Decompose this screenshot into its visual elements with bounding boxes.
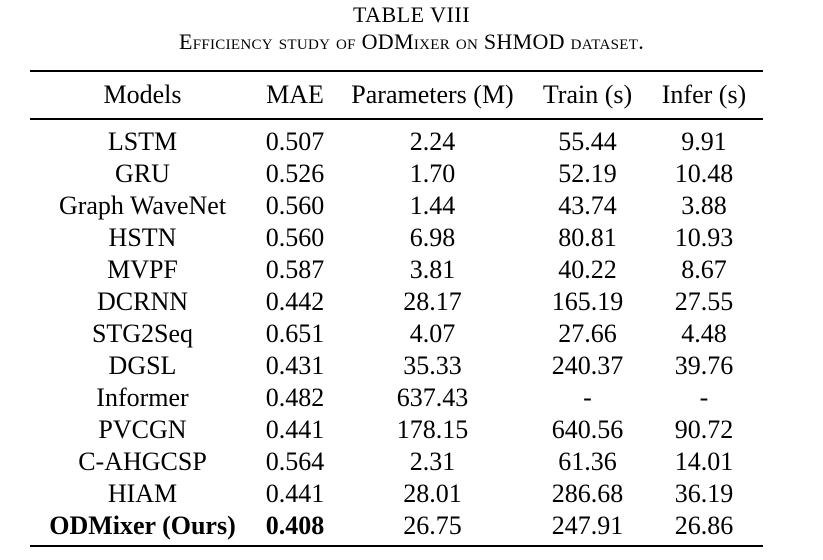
cell-train: 80.81 (558, 223, 617, 252)
cell-model: Informer (96, 383, 189, 412)
cell-infer: - (699, 383, 709, 412)
cell-model: HIAM (107, 479, 178, 508)
cell-model: PVCGN (98, 415, 187, 444)
cell-mae: 0.587 (265, 255, 325, 284)
cell-mae: 0.564 (265, 447, 325, 476)
cell-train: 55.44 (558, 127, 617, 156)
cell-mae: 0.408 (265, 511, 325, 540)
cell-parameters: 6.98 (409, 223, 456, 252)
cell-model: LSTM (107, 127, 178, 156)
cell-mae: 0.651 (265, 319, 325, 348)
cell-train: - (583, 383, 592, 412)
cell-infer: 26.86 (674, 511, 734, 540)
cell-model: MVPF (107, 255, 178, 284)
cell-mae: 0.560 (265, 223, 325, 252)
cell-parameters: 3.81 (409, 255, 456, 284)
header-train: Train (s) (542, 80, 633, 109)
cell-parameters: 4.07 (409, 319, 456, 348)
cell-infer: 36.19 (674, 479, 734, 508)
table-row: GRU 0.526 1.70 52.19 10.48 (30, 158, 763, 190)
cell-parameters: 2.31 (409, 447, 456, 476)
cell-train: 640.56 (551, 415, 624, 444)
cell-infer: 9.91 (681, 127, 727, 156)
table-row: PVCGN 0.441 178.15 640.56 90.72 (30, 414, 763, 446)
header-mae: MAE (266, 80, 324, 109)
cell-infer: 10.48 (674, 159, 734, 188)
cell-parameters: 637.43 (396, 383, 469, 412)
cell-parameters: 28.17 (403, 287, 462, 316)
cell-model: ODMixer (Ours) (49, 511, 236, 540)
cell-train: 286.68 (551, 479, 624, 508)
cell-parameters: 2.24 (409, 127, 456, 156)
cell-mae: 0.526 (265, 159, 325, 188)
table-title-block: TABLE VIII Efficiency study of ODMixer o… (0, 2, 823, 56)
table-body: LSTM 0.507 2.24 55.44 9.91 GRU 0.526 1.70 52.19 1… (30, 126, 763, 542)
header-row: Models MAE Parameters (M) Train (s) Infe… (30, 77, 763, 113)
header-parameters: Parameters (M) (351, 80, 514, 109)
cell-parameters: 26.75 (403, 511, 462, 540)
table-row: STG2Seq 0.651 4.07 27.66 4.48 (30, 318, 763, 350)
top-rule (30, 70, 763, 72)
cell-train: 43.74 (558, 191, 617, 220)
table-header: Models MAE Parameters (M) Train (s) Infe… (30, 77, 763, 113)
cell-mae: 0.431 (265, 351, 325, 380)
cell-train: 240.37 (551, 351, 624, 380)
cell-mae: 0.441 (265, 415, 325, 444)
cell-mae: 0.507 (265, 127, 325, 156)
cell-model: GRU (115, 159, 170, 188)
bottom-rule (30, 545, 763, 547)
cell-infer: 4.48 (681, 319, 727, 348)
table-row: HSTN 0.560 6.98 80.81 10.93 (30, 222, 763, 254)
table-row: DCRNN 0.442 28.17 165.19 27.55 (30, 286, 763, 318)
cell-parameters: 1.44 (409, 191, 456, 220)
cell-mae: 0.441 (265, 479, 325, 508)
cell-train: 52.19 (558, 159, 617, 188)
cell-infer: 90.72 (674, 415, 734, 444)
cell-model: DGSL (108, 351, 177, 380)
table-row: HIAM 0.441 28.01 286.68 36.19 (30, 478, 763, 510)
cell-mae: 0.442 (265, 287, 325, 316)
cell-model: Graph WaveNet (58, 191, 227, 220)
cell-infer: 39.76 (674, 351, 734, 380)
cell-infer: 8.67 (681, 255, 727, 284)
cell-parameters: 28.01 (403, 479, 462, 508)
cell-train: 247.91 (551, 511, 624, 540)
table-row: DGSL 0.431 35.33 240.37 39.76 (30, 350, 763, 382)
table-row: Graph WaveNet 0.560 1.44 43.74 3.88 (30, 190, 763, 222)
cell-parameters: 178.15 (396, 415, 469, 444)
cell-model: C-AHGCSP (78, 447, 207, 476)
table-caption: Efficiency study of ODMixer on SHMOD dat… (178, 29, 645, 54)
cell-infer: 14.01 (674, 447, 734, 476)
header-models: Models (103, 80, 182, 109)
cell-train: 27.66 (558, 319, 617, 348)
table-row: Informer 0.482 637.43 - - (30, 382, 763, 414)
table-label: TABLE VIII (352, 2, 471, 27)
cell-parameters: 35.33 (403, 351, 462, 380)
cell-train: 40.22 (558, 255, 617, 284)
cell-model: HSTN (108, 223, 177, 252)
cell-model: STG2Seq (91, 319, 194, 348)
cell-train: 165.19 (551, 287, 624, 316)
table-row: LSTM 0.507 2.24 55.44 9.91 (30, 126, 763, 158)
cell-infer: 27.55 (674, 287, 734, 316)
cell-mae: 0.560 (265, 191, 325, 220)
table-row: C-AHGCSP 0.564 2.31 61.36 14.01 (30, 446, 763, 478)
cell-train: 61.36 (558, 447, 617, 476)
cell-infer: 3.88 (681, 191, 727, 220)
cell-mae: 0.482 (265, 383, 325, 412)
table-row: MVPF 0.587 3.81 40.22 8.67 (30, 254, 763, 286)
table-row: ODMixer (Ours) 0.408 26.75 247.91 26.86 (30, 510, 763, 542)
header-infer: Infer (s) (661, 80, 747, 109)
cell-infer: 10.93 (674, 223, 734, 252)
header-rule (30, 118, 763, 120)
cell-parameters: 1.70 (409, 159, 456, 188)
cell-model: DCRNN (96, 287, 188, 316)
